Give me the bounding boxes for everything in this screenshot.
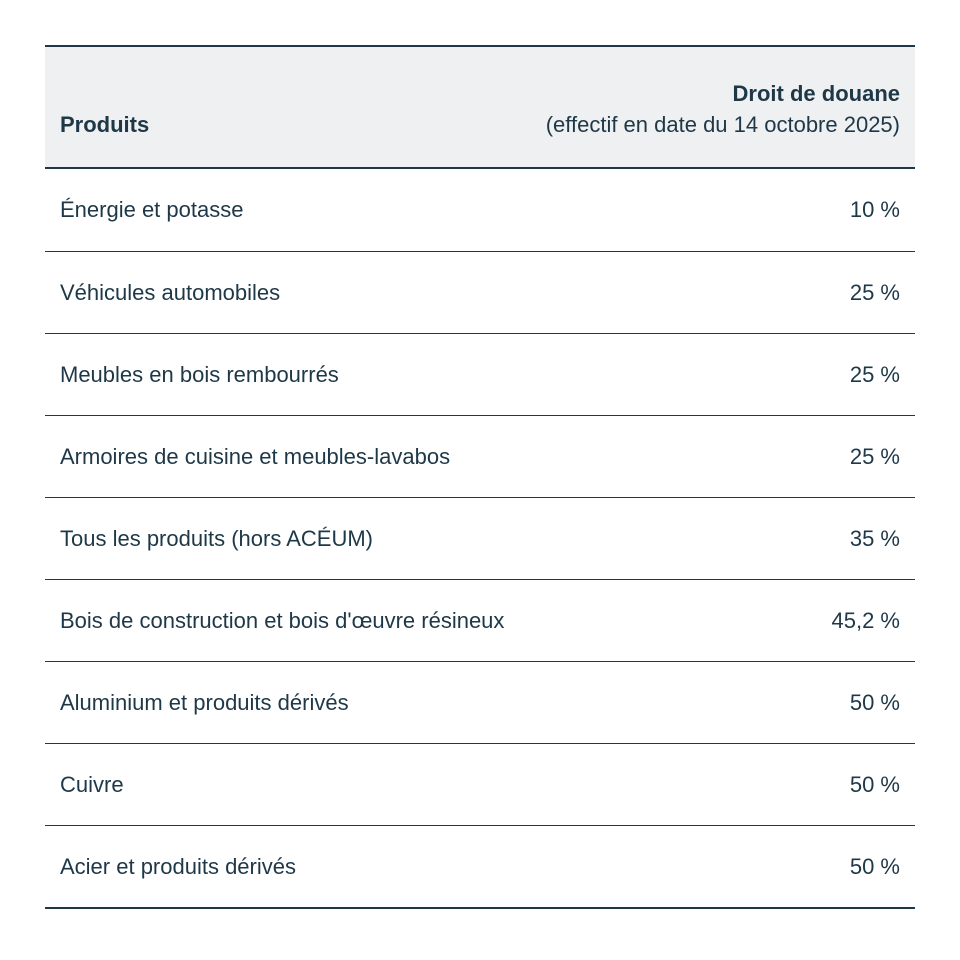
product-cell: Cuivre [60,771,124,797]
table-header-row: Produits Droit de douane (effectif en da… [45,47,915,169]
tariff-cell: 10 % [849,197,900,222]
tariff-cell: 45,2 % [831,607,901,633]
tariff-cell: 25 % [849,443,900,469]
product-cell: Armoires de cuisine et meubles-lavabos [60,443,451,469]
table-row: Aluminium et produits dérivés 50 % [45,661,915,743]
table-row: Tous les produits (hors ACÉUM) 35 % [45,497,915,579]
product-cell: Bois de construction et bois d'œuvre rés… [60,607,505,633]
product-cell: Énergie et potasse [60,197,244,222]
table-row: Véhicules automobiles 25 % [45,251,915,333]
column-header-tariff-subtitle: (effectif en date du 14 octobre 2025) [545,112,900,137]
product-cell: Acier et produits dérivés [60,853,296,879]
tariff-cell: 25 % [849,361,900,387]
product-cell: Aluminium et produits dérivés [60,689,349,715]
tariff-cell: 35 % [849,525,900,551]
column-header-products: Produits [60,112,150,137]
table-row: Meubles en bois rembourrés 25 % [45,333,915,415]
tariff-cell: 50 % [849,771,900,797]
table-row: Énergie et potasse 10 % [45,169,915,251]
product-cell: Tous les produits (hors ACÉUM) [60,525,373,551]
tariff-table: Produits Droit de douane (effectif en da… [45,45,915,909]
table-row: Bois de construction et bois d'œuvre rés… [45,579,915,661]
product-cell: Véhicules automobiles [60,279,281,305]
table-row: Acier et produits dérivés 50 % [45,825,915,907]
column-header-tariff-title: Droit de douane [732,81,900,106]
column-header-tariff: Droit de douane (effectif en date du 14 … [546,78,900,140]
product-cell: Meubles en bois rembourrés [60,361,339,387]
tariff-cell: 50 % [849,853,900,879]
tariff-cell: 50 % [849,689,900,715]
table-row: Cuivre 50 % [45,743,915,825]
tariff-cell: 25 % [849,279,900,305]
table-row: Armoires de cuisine et meubles-lavabos 2… [45,415,915,497]
